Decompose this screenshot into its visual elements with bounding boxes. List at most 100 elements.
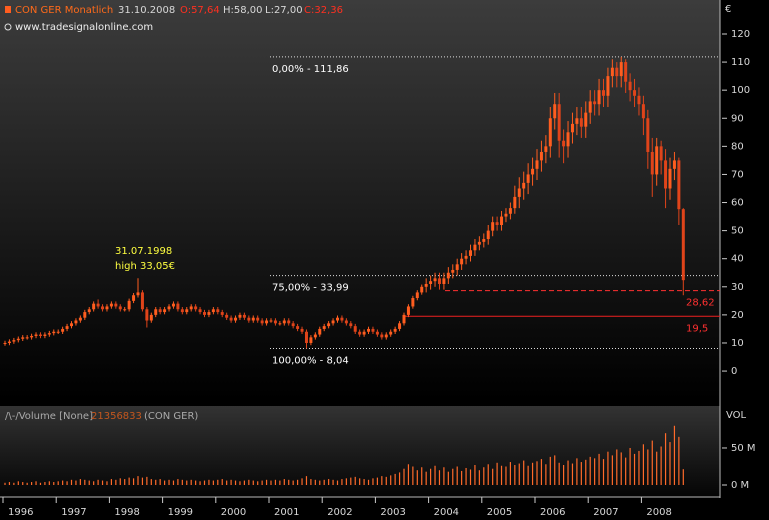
candle-body xyxy=(70,323,73,327)
volume-bar xyxy=(168,479,170,486)
volume-bar xyxy=(221,479,223,486)
candle-body xyxy=(163,309,167,313)
volume-bar xyxy=(359,478,361,486)
close-value: C:32,36 xyxy=(304,5,343,16)
x-tick-label: 2008 xyxy=(646,507,671,518)
x-tick-label: 2004 xyxy=(434,507,459,518)
candle-body xyxy=(242,314,246,318)
volume-bar xyxy=(115,479,117,486)
x-tick-label: 1998 xyxy=(114,507,139,518)
volume-bar xyxy=(376,477,378,486)
candle-body xyxy=(229,317,233,321)
volume-bar xyxy=(48,481,50,486)
volume-bar xyxy=(487,464,489,486)
volume-bar xyxy=(26,482,28,486)
candle-body xyxy=(495,222,499,225)
candle-body xyxy=(318,328,322,335)
level-label: 0,00% - 111,86 xyxy=(272,64,349,75)
volume-bar xyxy=(469,469,472,486)
volume-bar xyxy=(137,476,139,486)
candle-body xyxy=(646,118,650,152)
candle-body xyxy=(171,303,175,307)
volume-bar xyxy=(465,467,467,486)
candle-body xyxy=(668,168,672,189)
volume-bar xyxy=(208,479,210,486)
volume-bar xyxy=(430,468,432,486)
candle-body xyxy=(220,312,224,315)
volume-bar xyxy=(265,479,268,486)
volume-bar xyxy=(297,479,299,486)
volume-bar xyxy=(403,468,405,486)
candle-body xyxy=(473,244,477,251)
candle-body xyxy=(140,292,144,310)
volume-bar xyxy=(199,481,201,486)
candle-body xyxy=(331,320,335,324)
candle-body xyxy=(610,67,614,77)
volume-bar xyxy=(390,475,392,486)
volume-bar xyxy=(39,482,42,486)
volume-bar xyxy=(656,451,658,486)
candle-body xyxy=(309,337,313,343)
y-tick-label: 50 xyxy=(731,226,744,237)
candle-body xyxy=(664,160,668,189)
volume-bar xyxy=(319,480,321,486)
high-value: H:58,00 xyxy=(223,5,263,16)
volume-bar xyxy=(243,480,245,486)
volume-bar xyxy=(310,479,312,486)
candle-body xyxy=(602,90,605,96)
candle-body xyxy=(238,314,242,318)
volume-bar xyxy=(292,480,294,486)
volume-bar xyxy=(492,468,494,486)
volume-bar xyxy=(17,481,19,486)
volume-bar xyxy=(585,459,587,486)
volume-bar xyxy=(164,480,166,486)
candle-body xyxy=(349,323,353,327)
candle-body xyxy=(291,323,295,327)
candle-body xyxy=(477,241,481,245)
volume-bar xyxy=(70,479,73,486)
volume-bar xyxy=(607,451,609,486)
low-value: L:27,00 xyxy=(265,5,303,16)
x-tick-label: 2007 xyxy=(593,507,618,518)
candle-body xyxy=(21,337,25,339)
y-tick-label: 90 xyxy=(731,113,744,124)
candle-body xyxy=(118,306,122,310)
candle-body xyxy=(83,312,87,318)
candle-body xyxy=(522,182,526,189)
candle-body xyxy=(25,337,29,339)
candle-body xyxy=(566,132,570,147)
annotation: 31.07.1998 xyxy=(115,246,172,257)
volume-bar xyxy=(190,479,192,486)
candle-body xyxy=(650,151,654,175)
volume-bar xyxy=(633,453,636,486)
volume-bar xyxy=(93,481,95,486)
open-value: O:57,64 xyxy=(180,5,220,16)
candle-body xyxy=(584,112,588,127)
candle-body xyxy=(446,272,450,279)
volume-bar xyxy=(177,479,179,486)
volume-bar xyxy=(274,479,277,486)
date: 31.10.2008 xyxy=(118,5,175,16)
candle-body xyxy=(34,334,38,336)
volume-bar xyxy=(682,469,684,486)
candle-body xyxy=(145,309,149,321)
candle-body xyxy=(469,250,472,256)
candle-body xyxy=(287,320,291,324)
volume-bar xyxy=(44,482,46,486)
candle-body xyxy=(61,328,65,332)
volume-bar xyxy=(625,457,627,486)
candle-body xyxy=(167,306,171,310)
candle-body xyxy=(628,81,632,91)
volume-bar xyxy=(536,461,538,486)
candle-body xyxy=(367,328,371,332)
candle-body xyxy=(189,306,193,310)
candle-body xyxy=(544,146,548,152)
y-tick-label: 0 M xyxy=(731,480,749,491)
volume-bar xyxy=(456,466,458,486)
volume-bar xyxy=(88,480,90,486)
source-icon xyxy=(4,23,12,31)
volume-bar xyxy=(124,479,126,486)
candle-body xyxy=(358,331,362,335)
